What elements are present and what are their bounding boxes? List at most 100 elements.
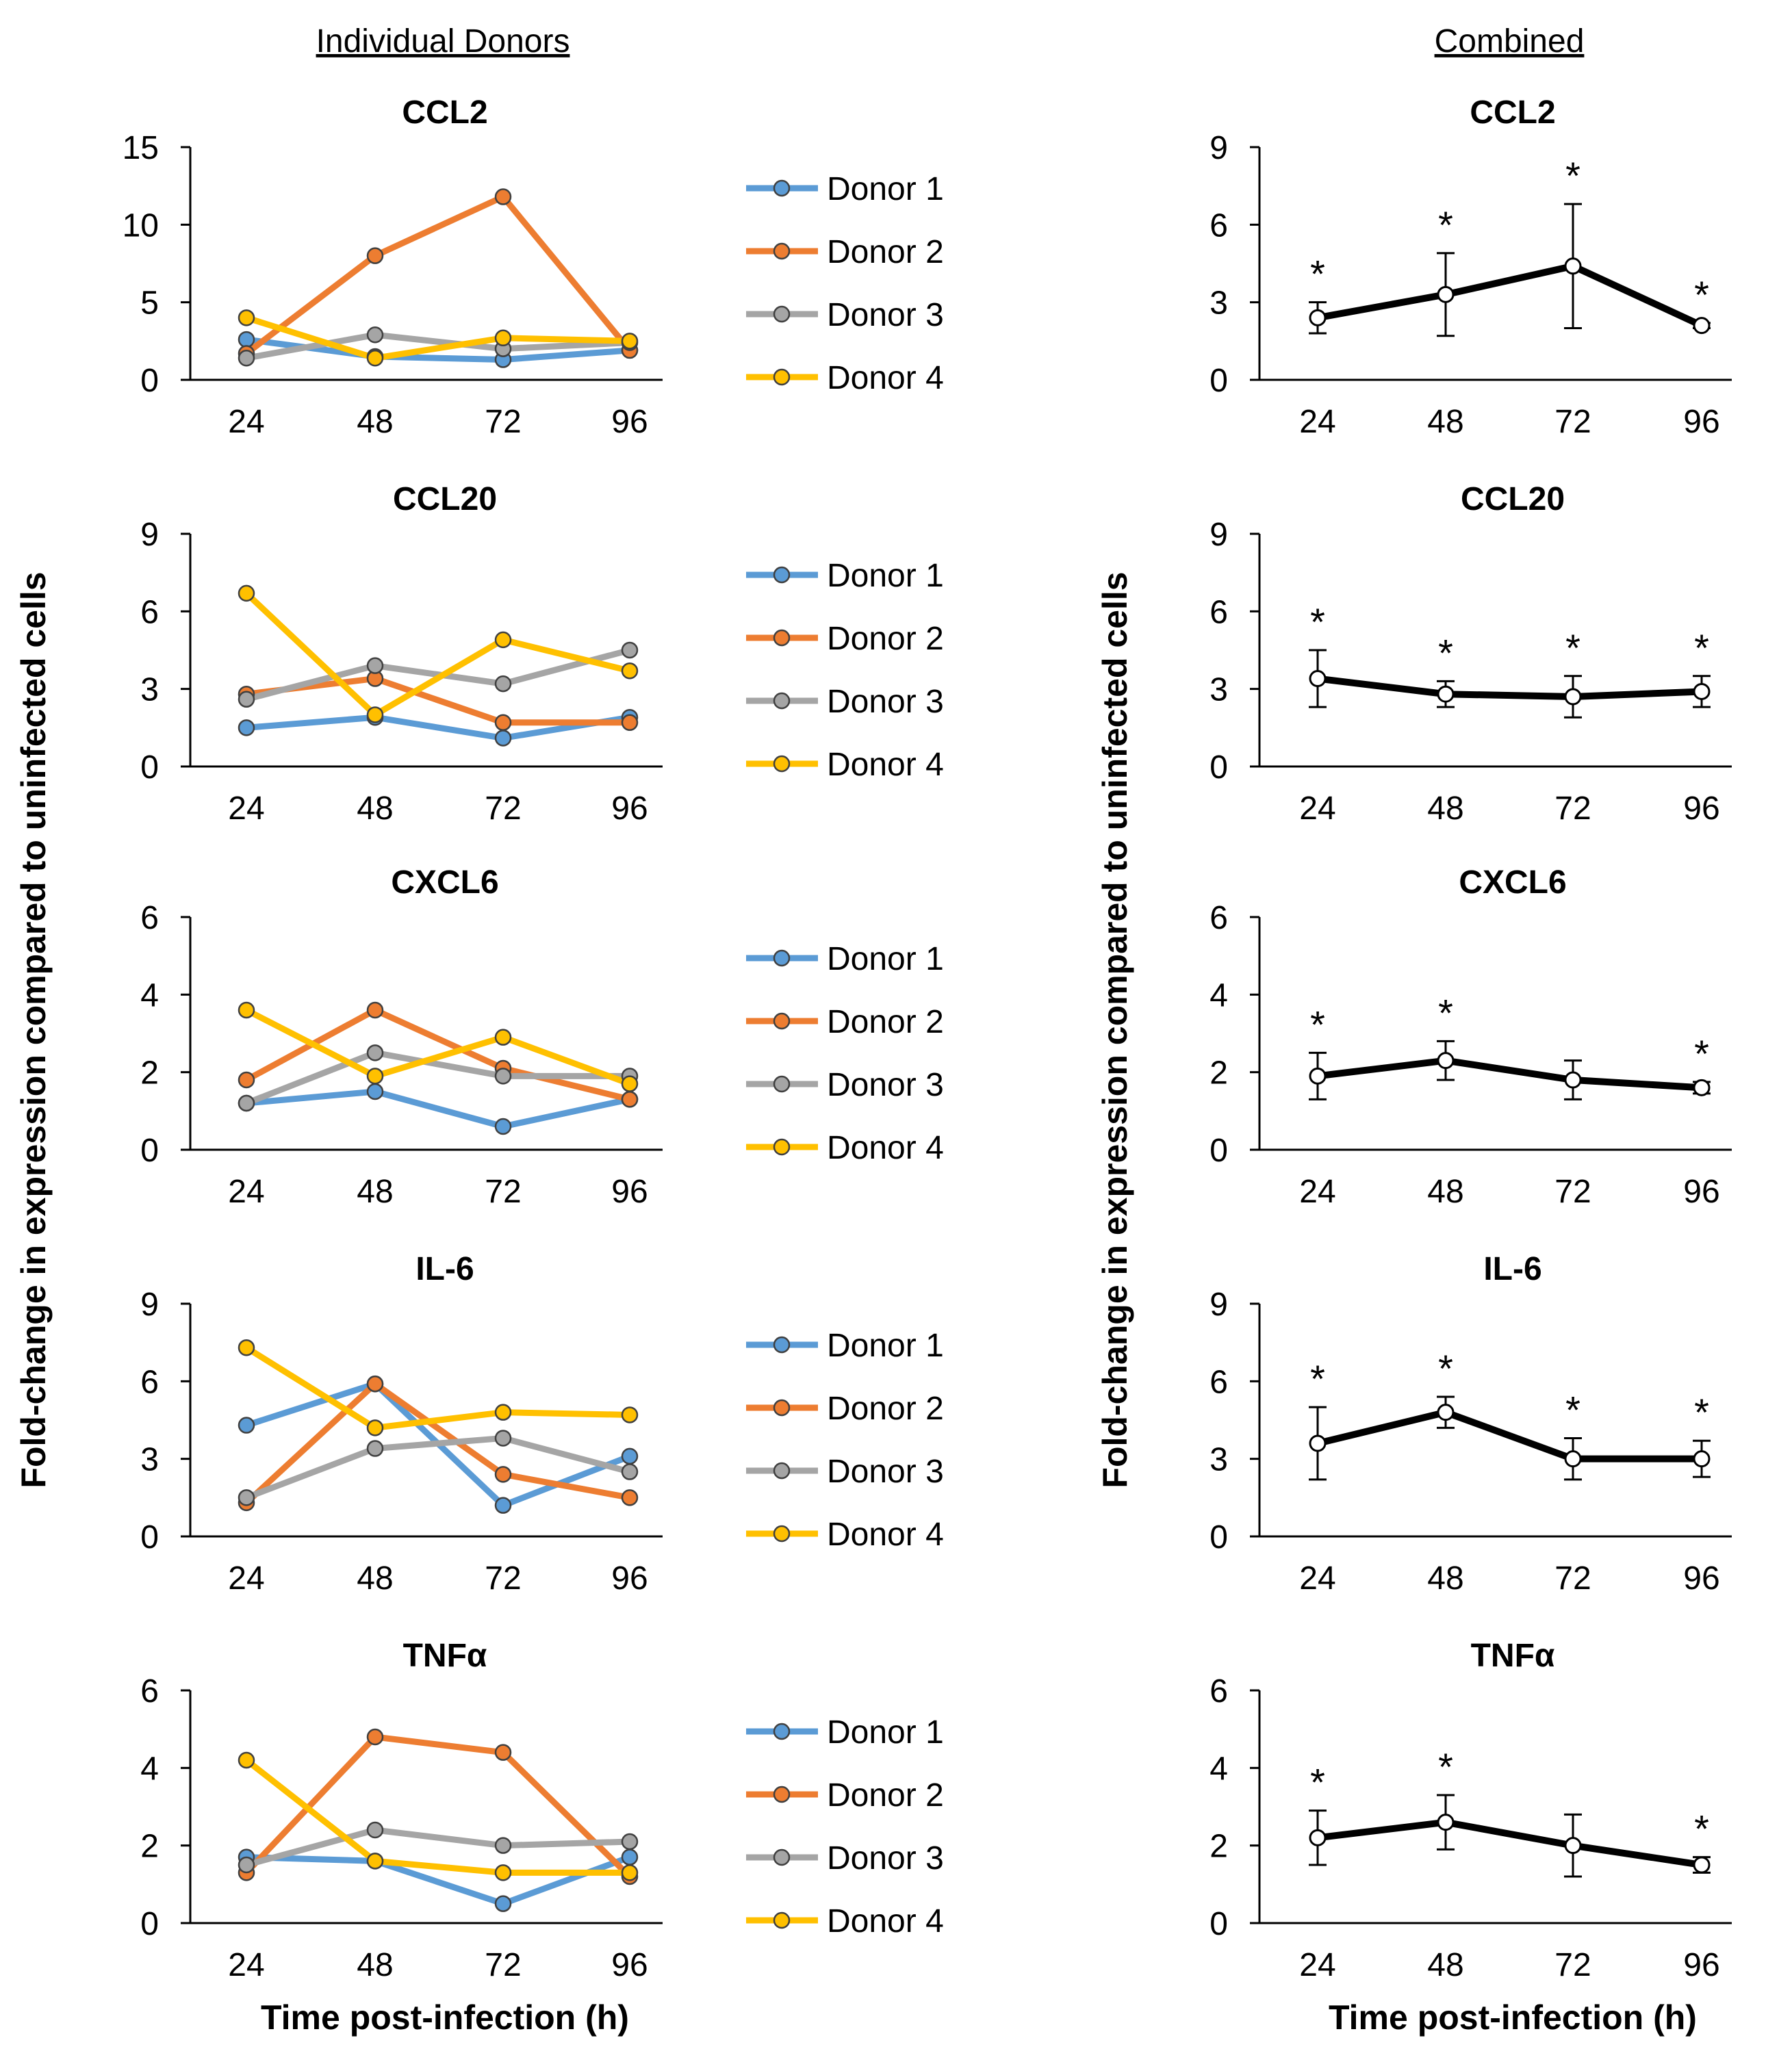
- combined-ccl2-significance-star: *: [1694, 273, 1709, 316]
- combined-tnfa-mean-line: [1317, 1818, 1702, 1868]
- individual-il-6-legend-marker: [773, 1336, 791, 1354]
- combined-il-6-x-tick-label: 96: [1683, 1560, 1719, 1597]
- individual-il-6-donor-2-point: [494, 1466, 512, 1483]
- individual-ccl20-legend-marker: [773, 692, 791, 710]
- individual-il-6-legend-label: Donor 1: [827, 1328, 944, 1364]
- individual-cxcl6-donor-1-point: [494, 1118, 512, 1135]
- individual-ccl2-x-tick-label: 96: [611, 404, 648, 440]
- individual-tnfa-donor-1-point: [494, 1895, 512, 1912]
- combined-ccl20-significance-star: *: [1438, 631, 1453, 674]
- combined-cxcl6-y-tick-label: 6: [1209, 900, 1228, 936]
- individual-cxcl6-donor-3-point: [494, 1068, 512, 1085]
- individual-il-6-legend-marker: [773, 1525, 791, 1543]
- individual-ccl20-donor-2-point: [621, 714, 639, 732]
- individual-ccl2-donor-4-line: [245, 315, 630, 361]
- individual-il-6-donor-3-point: [366, 1440, 384, 1457]
- individual-ccl2-chart: CCL2 0 5 10 15 24 48 72 96 Donor 1 Donor 2 Donor 3 D…: [123, 94, 944, 440]
- combined-ccl2-chart: CCL2 0 3 6 9 24 48 72 96 * * * *: [1209, 94, 1732, 440]
- individual-ccl2-legend-marker: [773, 242, 791, 260]
- individual-ccl20-x-tick-label: 72: [485, 790, 521, 827]
- individual-ccl20-legend-marker: [773, 755, 791, 773]
- individual-ccl2-y-tick-label: 5: [140, 285, 159, 322]
- combined-il-6-significance-star: *: [1565, 1388, 1580, 1431]
- combined-cxcl6-mean-point: [1309, 1067, 1327, 1085]
- combined-cxcl6-significance-star: *: [1694, 1032, 1709, 1075]
- individual-ccl2-legend-label: Donor 1: [827, 171, 944, 207]
- individual-il-6-donor-4-point: [621, 1406, 639, 1423]
- individual-tnfa-donor-3-point: [238, 1856, 255, 1874]
- header-combined: Combined: [1435, 23, 1585, 60]
- individual-ccl20-donor-2-point: [494, 714, 512, 732]
- combined-tnfa-significance-star: *: [1694, 1807, 1709, 1851]
- individual-tnfa-x-tick-label: 24: [228, 1947, 264, 1983]
- combined-il-6-title: IL-6: [1483, 1251, 1541, 1287]
- combined-il-6-mean-point: [1309, 1434, 1327, 1452]
- individual-cxcl6-legend-label: Donor 1: [827, 941, 944, 977]
- combined-tnfa-x-tick-label: 48: [1427, 1947, 1463, 1983]
- combined-tnfa-x-tick-label: 72: [1554, 1947, 1591, 1983]
- individual-tnfa-donor-3-point: [366, 1821, 384, 1839]
- combined-il-6-mean-point: [1564, 1450, 1582, 1468]
- combined-il-6-significance-star: *: [1310, 1357, 1325, 1400]
- combined-ccl2-mean-point: [1693, 317, 1711, 335]
- individual-ccl20-legend-label: Donor 2: [827, 621, 944, 657]
- individual-cxcl6-x-tick-label: 48: [357, 1174, 393, 1210]
- individual-il-6-y-tick-label: 9: [140, 1287, 159, 1323]
- individual-ccl20-donor-3-point: [621, 641, 639, 659]
- individual-ccl20-donor-4-point: [621, 662, 639, 680]
- individual-ccl20-y-tick-label: 3: [140, 672, 159, 708]
- y-axis-label-left: Fold-change in expression compared to un…: [14, 571, 53, 1488]
- individual-il-6-donor-1-point: [494, 1497, 512, 1514]
- individual-ccl2-legend-marker: [773, 305, 791, 323]
- individual-tnfa-x-tick-label: 72: [485, 1947, 521, 1983]
- individual-ccl20-legend-label: Donor 4: [827, 747, 944, 783]
- combined-tnfa-significance-star: *: [1438, 1745, 1453, 1788]
- combined-il-6-mean-line: [1316, 1408, 1702, 1462]
- combined-ccl2-x-tick-label: 72: [1554, 404, 1591, 440]
- individual-cxcl6-legend-marker: [773, 1075, 791, 1093]
- individual-ccl2-donor-2-point: [494, 188, 512, 205]
- individual-tnfa-x-tick-label: 96: [611, 1947, 648, 1983]
- combined-ccl20-x-tick-label: 48: [1427, 790, 1463, 827]
- individual-ccl20-donor-2-line: [246, 675, 630, 726]
- individual-ccl2-donor-3-point: [366, 326, 384, 344]
- individual-tnfa-legend-marker: [773, 1723, 791, 1740]
- combined-il-6-x-tick-label: 48: [1427, 1560, 1463, 1597]
- combined-cxcl6-x-tick-label: 72: [1554, 1174, 1591, 1210]
- combined-il-6-significance-star: *: [1694, 1391, 1709, 1434]
- individual-tnfa-donor-2-line: [244, 1734, 632, 1879]
- combined-il-6-y-tick-label: 0: [1209, 1519, 1228, 1556]
- individual-ccl2-y-tick-label: 15: [123, 130, 159, 166]
- x-axis-label-left: Time post-infection (h): [261, 1998, 629, 2037]
- individual-il-6-donor-4-line: [244, 1345, 630, 1431]
- combined-cxcl6-y-tick-label: 0: [1209, 1133, 1228, 1169]
- individual-ccl20-donor-3-point: [366, 657, 384, 674]
- individual-il-6-donor-3-point: [494, 1430, 512, 1447]
- individual-cxcl6-donor-2-point: [238, 1071, 255, 1089]
- combined-tnfa-significance-star: *: [1310, 1761, 1325, 1804]
- individual-tnfa-legend-marker: [773, 1911, 791, 1929]
- individual-il-6-legend-marker: [773, 1462, 791, 1480]
- individual-tnfa-donor-4-line: [244, 1757, 630, 1876]
- combined-ccl2-significance-star: *: [1438, 203, 1453, 246]
- combined-il-6-chart: IL-6 0 3 6 9 24 48 72 96 * * * *: [1209, 1251, 1732, 1597]
- combined-il-6-significance-star: *: [1438, 1347, 1453, 1390]
- combined-ccl20-title: CCL20: [1461, 481, 1565, 517]
- individual-ccl2-donor-3-point: [238, 350, 255, 367]
- individual-cxcl6-donor-2-point: [621, 1091, 639, 1108]
- individual-cxcl6-donor-3-line: [245, 1049, 630, 1107]
- individual-cxcl6-donor-4-line: [244, 1007, 631, 1087]
- individual-tnfa-donor-4-point: [238, 1751, 255, 1769]
- individual-cxcl6-donor-4-point: [366, 1068, 384, 1085]
- individual-ccl2-legend-marker: [773, 368, 791, 386]
- combined-tnfa-x-tick-label: 96: [1683, 1947, 1719, 1983]
- individual-ccl20-donor-4-point: [238, 584, 255, 602]
- individual-il-6-y-tick-label: 6: [140, 1364, 159, 1400]
- x-axis-label-right: Time post-infection (h): [1329, 1998, 1697, 2037]
- combined-il-6-x-tick-label: 24: [1299, 1560, 1335, 1597]
- individual-ccl2-legend-label: Donor 3: [827, 297, 944, 333]
- individual-tnfa-donor-4-point: [494, 1864, 512, 1881]
- combined-cxcl6-mean-line: [1317, 1057, 1702, 1092]
